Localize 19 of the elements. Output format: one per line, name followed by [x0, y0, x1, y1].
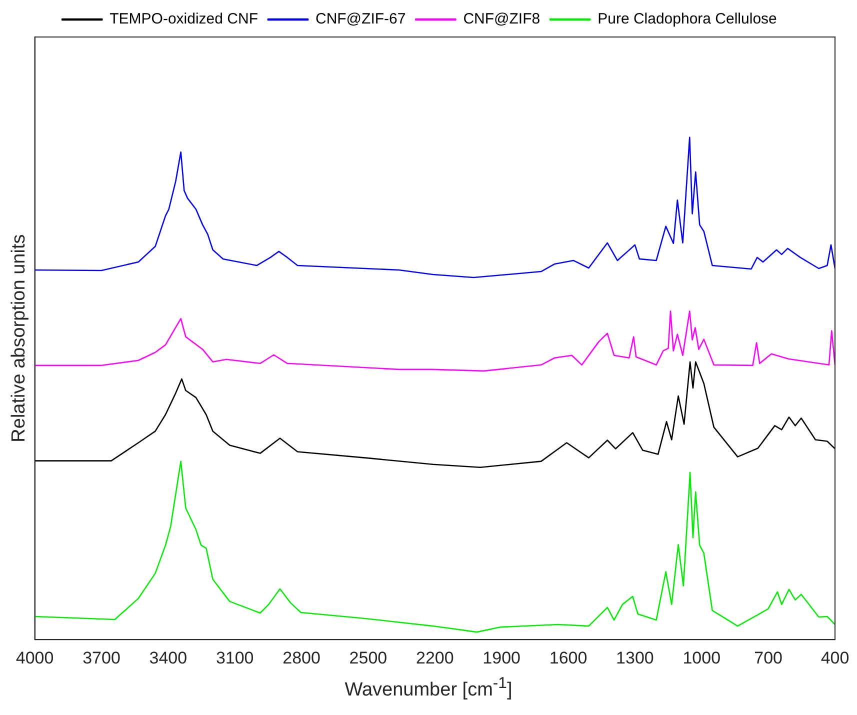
- x-tick-label: 1900: [482, 648, 520, 668]
- x-tick-label: 3400: [149, 648, 188, 668]
- x-tick-label: 2800: [282, 648, 320, 668]
- legend-label: CNF@ZIF-67: [315, 10, 406, 28]
- x-tick-label: 1600: [549, 648, 588, 668]
- x-tick-label: 400: [820, 648, 850, 668]
- x-axis-title: Wavenumber [cm$^{-1}$]: [344, 675, 514, 702]
- x-tick-label: 4000: [16, 648, 54, 668]
- x-tick-label: 1000: [682, 648, 721, 668]
- x-tick-label: 1300: [616, 648, 654, 668]
- legend-label: CNF@ZIF8: [463, 10, 540, 28]
- x-tick-label: 2500: [349, 648, 388, 668]
- x-tick-label: 3700: [82, 648, 120, 668]
- x-tick-label: 3100: [216, 648, 254, 668]
- legend-label: TEMPO-oxidized CNF: [110, 10, 258, 28]
- y-axis-title: Relative absorption units: [8, 234, 30, 442]
- x-tick-label: 700: [754, 648, 783, 668]
- legend-label: Pure Cladophora Cellulose: [598, 10, 777, 28]
- x-tick-label: 2200: [416, 648, 454, 668]
